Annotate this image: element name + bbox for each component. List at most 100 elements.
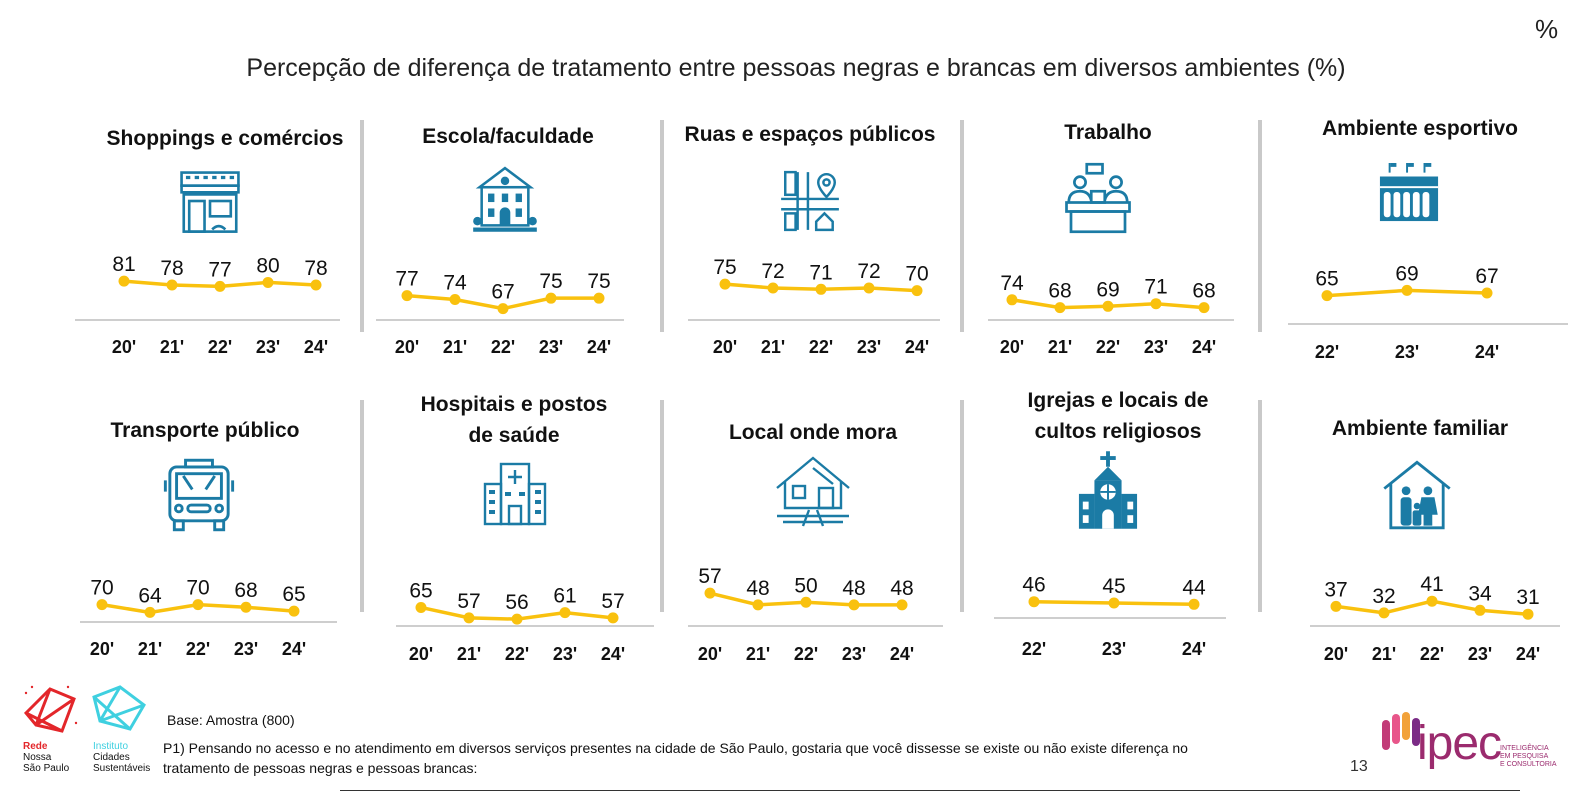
- line-chart: 57 20' 48 21' 50 22' 48 23' 48 24': [688, 565, 943, 664]
- data-label: 72: [761, 260, 784, 283]
- data-label: 69: [1096, 278, 1119, 301]
- data-point: [1481, 287, 1493, 299]
- panel-igrejas: Igrejas e locais de cultos religiosos 46…: [968, 389, 1268, 670]
- data-label: 78: [304, 257, 327, 280]
- instituto-logo-text: Instituto Cidades Sustentáveis: [93, 741, 151, 774]
- panel-trabalho: Trabalho 74 20' 68 21' 69 22' 71 23' 68 24': [958, 110, 1258, 370]
- data-label: 75: [713, 256, 736, 279]
- question-text: P1) Pensando no acesso e no atendimento …: [163, 740, 1188, 776]
- base-note: Base: Amostra (800): [167, 712, 295, 728]
- data-point: [593, 292, 605, 304]
- street-map-icon: [781, 170, 839, 232]
- data-point: [449, 293, 461, 305]
- x-tick-label: 22': [1022, 639, 1046, 659]
- separator: [360, 400, 364, 612]
- data-label: 77: [395, 268, 418, 291]
- x-tick-label: 21': [443, 337, 467, 357]
- x-tick-label: 24': [905, 337, 929, 357]
- data-label: 67: [491, 281, 514, 304]
- line-chart: 65 20' 57 21' 56 22' 61 23' 57 24': [396, 579, 654, 664]
- separator: [660, 400, 664, 612]
- x-tick-label: 24': [1192, 337, 1216, 357]
- data-label: 65: [1315, 268, 1338, 291]
- x-tick-label: 20': [713, 337, 737, 357]
- data-label: 80: [256, 254, 279, 277]
- panel-title: Igrejas e locais de cultos religiosos: [968, 385, 1268, 447]
- data-label: 68: [234, 579, 257, 602]
- bus-icon: [163, 458, 235, 532]
- panel-title-line-1: Igrejas e locais de: [1027, 389, 1209, 412]
- x-tick-label: 23': [857, 337, 881, 357]
- data-label: 72: [857, 260, 880, 283]
- panel-escola: Escola/faculdade 77 20' 74 21' 67 22' 75 23' 75 2…: [358, 110, 658, 370]
- x-tick-label: 22': [794, 644, 818, 664]
- data-point: [463, 612, 475, 624]
- family-home-icon: [1383, 460, 1451, 530]
- data-label: 78: [160, 257, 183, 280]
- x-tick-label: 23': [256, 337, 280, 357]
- data-point: [863, 282, 875, 294]
- data-point: [497, 303, 509, 315]
- data-label: 64: [138, 584, 162, 607]
- data-point: [511, 613, 523, 625]
- hospital-icon: [483, 462, 547, 526]
- x-tick-label: 20': [698, 644, 722, 664]
- rede-logo-text: Rede Nossa São Paulo: [23, 741, 70, 774]
- data-point: [1150, 298, 1162, 310]
- panel-transporte: Transporte público 70 20' 64 21' 70 22' 68 23' 6…: [55, 400, 355, 670]
- data-point: [815, 283, 827, 295]
- separator: [960, 120, 964, 332]
- data-label: 81: [112, 253, 135, 276]
- data-point: [1522, 608, 1534, 620]
- x-tick-label: 23': [234, 639, 258, 659]
- data-point: [144, 606, 156, 618]
- separator: [360, 120, 364, 332]
- data-label: 57: [698, 565, 721, 588]
- line-chart: 65 22' 69 23' 67 24': [1288, 262, 1568, 362]
- data-point: [800, 596, 812, 608]
- data-point: [96, 599, 108, 611]
- x-tick-label: 20': [90, 639, 114, 659]
- x-tick-label: 24': [1516, 644, 1540, 664]
- panel-title-line-2: de saúde: [468, 424, 560, 447]
- data-label: 46: [1022, 574, 1045, 597]
- panel-title: Ambiente esportivo: [1321, 117, 1519, 140]
- data-point: [1102, 300, 1114, 312]
- x-tick-label: 22': [1096, 337, 1120, 357]
- panel-title: Ruas e espaços públicos: [684, 123, 936, 146]
- store-icon: [180, 171, 240, 233]
- panel-title: Escola/faculdade: [422, 125, 594, 148]
- panel-familiar: Ambiente familiar 37 20' 32 21' 41 22' 34 23' 31…: [1270, 400, 1570, 670]
- data-point: [752, 599, 764, 611]
- data-label: 37: [1324, 578, 1347, 601]
- x-tick-label: 23': [1395, 342, 1419, 362]
- data-label: 69: [1395, 262, 1418, 285]
- percent-symbol: %: [1535, 14, 1559, 44]
- x-tick-label: 22': [491, 337, 515, 357]
- school-icon: [473, 166, 537, 232]
- data-point: [896, 599, 908, 611]
- data-point: [1426, 595, 1438, 607]
- data-label: 48: [842, 577, 865, 600]
- x-tick-label: 24': [1182, 639, 1206, 659]
- data-point: [1054, 302, 1066, 314]
- x-tick-label: 22': [186, 639, 210, 659]
- data-point: [719, 278, 731, 290]
- x-tick-label: 22': [1315, 342, 1339, 362]
- data-label: 68: [1192, 280, 1215, 303]
- page-number: 13: [1350, 758, 1368, 775]
- data-label: 48: [890, 577, 913, 600]
- x-tick-label: 24': [304, 337, 328, 357]
- data-point: [911, 285, 923, 297]
- x-tick-label: 21': [746, 644, 770, 664]
- ipec-tagline: INTELIGÊNCIA EM PESQUISA E CONSULTORIA: [1500, 745, 1557, 768]
- x-tick-label: 24': [587, 337, 611, 357]
- panel-title: Ambiente familiar: [1331, 417, 1509, 440]
- ipec-mark-icon: [1382, 712, 1420, 750]
- data-point: [1321, 290, 1333, 302]
- data-point: [767, 282, 779, 294]
- data-point: [1474, 604, 1486, 616]
- data-label: 65: [409, 579, 432, 602]
- line-chart: 46 22' 45 23' 44 24': [994, 574, 1226, 659]
- data-label: 74: [1000, 272, 1024, 295]
